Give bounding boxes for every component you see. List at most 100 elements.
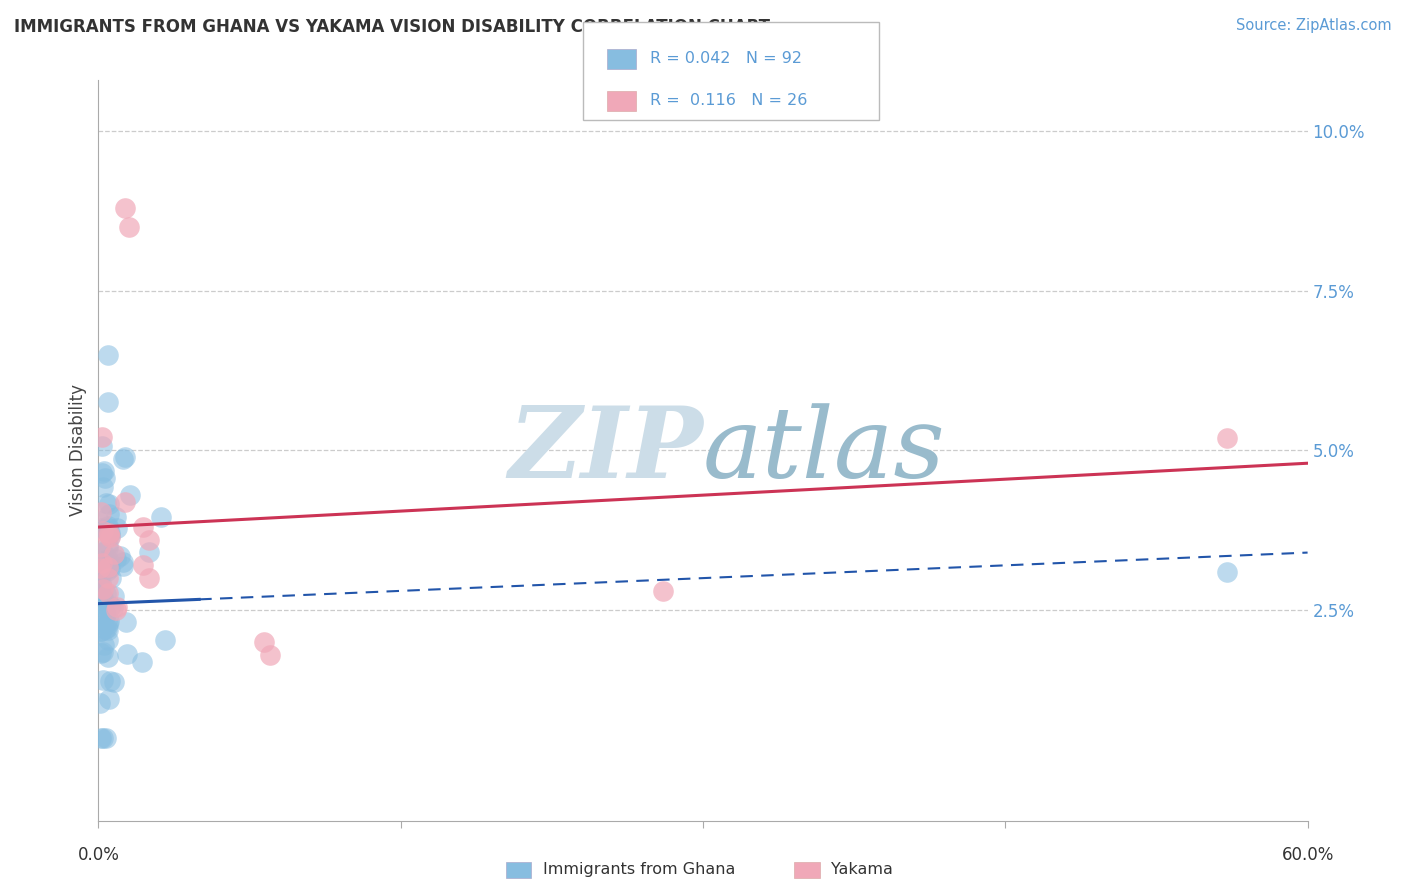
Point — [89, 696, 111, 710]
Point — [91, 524, 114, 538]
Point — [131, 656, 153, 670]
Point — [89, 579, 111, 593]
Point — [91, 480, 114, 494]
Text: Immigrants from Ghana: Immigrants from Ghana — [543, 863, 735, 877]
Point — [91, 522, 114, 536]
Point — [91, 556, 114, 570]
Point — [149, 509, 172, 524]
Point — [94, 616, 117, 631]
Point — [90, 466, 112, 480]
Point — [90, 521, 112, 535]
Point — [89, 586, 111, 600]
Point — [114, 615, 136, 629]
Point — [98, 614, 121, 628]
Point — [90, 731, 112, 745]
Point — [114, 450, 136, 464]
Point — [97, 555, 120, 569]
Point — [259, 648, 281, 662]
Point — [97, 538, 120, 552]
Point — [118, 220, 141, 235]
Point — [97, 624, 120, 638]
Point — [87, 577, 110, 591]
Point — [93, 610, 115, 624]
Point — [105, 521, 128, 535]
Text: atlas: atlas — [703, 403, 946, 498]
Y-axis label: Vision Disability: Vision Disability — [69, 384, 87, 516]
Point — [90, 596, 112, 610]
Point — [104, 603, 127, 617]
Point — [103, 590, 125, 604]
Point — [94, 561, 117, 575]
Point — [253, 635, 276, 649]
Text: R =  0.116   N = 26: R = 0.116 N = 26 — [650, 94, 807, 108]
Text: ZIP: ZIP — [508, 402, 703, 499]
Point — [103, 600, 125, 615]
Point — [90, 576, 112, 591]
Point — [132, 520, 155, 534]
Point — [103, 547, 125, 561]
Point — [115, 647, 138, 661]
Point — [87, 609, 110, 624]
Text: Yakama: Yakama — [831, 863, 893, 877]
Point — [93, 598, 115, 612]
Point — [1216, 565, 1239, 579]
Point — [97, 528, 120, 542]
Point — [93, 464, 115, 478]
Point — [1216, 431, 1239, 445]
Point — [97, 616, 120, 631]
Text: 0.0%: 0.0% — [77, 847, 120, 864]
Point — [97, 633, 120, 648]
Point — [114, 494, 136, 508]
Point — [97, 650, 120, 665]
Point — [97, 556, 120, 570]
Point — [91, 731, 114, 745]
Point — [96, 564, 118, 578]
Point — [97, 552, 120, 566]
Point — [96, 496, 118, 510]
Point — [111, 555, 134, 569]
Point — [90, 556, 112, 570]
Point — [98, 507, 121, 521]
Point — [98, 561, 121, 575]
Point — [98, 525, 121, 540]
Point — [114, 201, 136, 215]
Point — [91, 582, 114, 597]
Point — [105, 600, 128, 615]
Point — [97, 518, 120, 533]
Point — [96, 558, 118, 573]
Point — [91, 544, 114, 558]
Point — [108, 549, 131, 563]
Point — [90, 624, 112, 638]
Text: R = 0.042   N = 92: R = 0.042 N = 92 — [650, 52, 801, 66]
Point — [98, 526, 121, 541]
Point — [91, 430, 114, 444]
Text: 60.0%: 60.0% — [1281, 847, 1334, 864]
Point — [104, 552, 127, 566]
Point — [89, 540, 111, 554]
Point — [90, 439, 112, 453]
Point — [94, 602, 117, 616]
Point — [90, 556, 112, 570]
Point — [97, 585, 120, 599]
Point — [97, 395, 120, 409]
Point — [91, 557, 114, 571]
Point — [89, 514, 111, 528]
Point — [91, 590, 114, 604]
Point — [98, 673, 121, 688]
Point — [94, 622, 117, 636]
Point — [138, 571, 160, 585]
Point — [97, 559, 120, 574]
Point — [91, 586, 114, 600]
Point — [93, 564, 115, 578]
Point — [89, 553, 111, 567]
Text: IMMIGRANTS FROM GHANA VS YAKAMA VISION DISABILITY CORRELATION CHART: IMMIGRANTS FROM GHANA VS YAKAMA VISION D… — [14, 18, 770, 36]
Point — [118, 488, 141, 502]
Point — [651, 583, 673, 598]
Point — [97, 348, 120, 362]
Point — [97, 521, 120, 535]
Point — [97, 571, 120, 585]
Point — [96, 731, 118, 745]
Point — [97, 541, 120, 555]
Point — [94, 471, 117, 485]
Point — [91, 673, 114, 688]
